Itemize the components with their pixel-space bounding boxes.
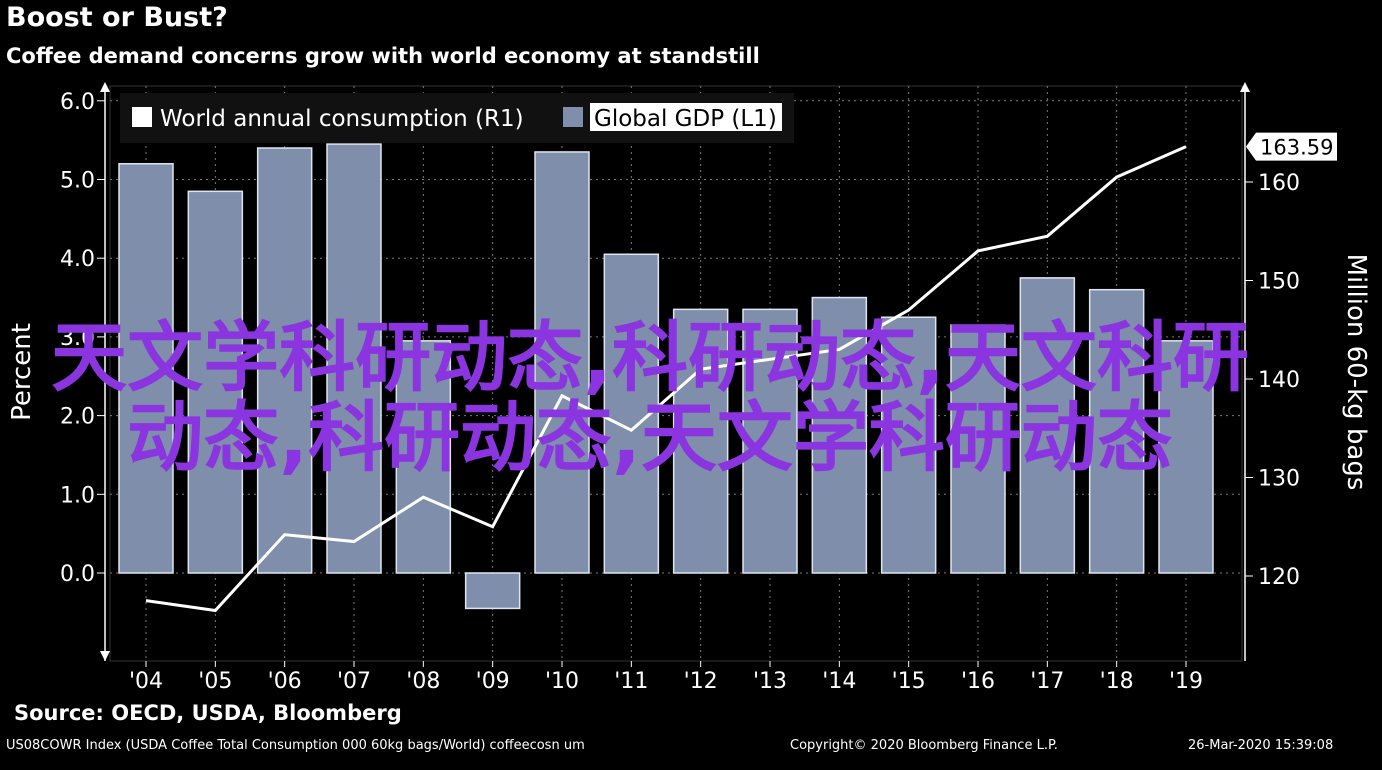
- legend-swatch-consumption: [132, 107, 152, 127]
- left-axis-arrow-top: [100, 82, 110, 92]
- left-tick-label: 0.0: [60, 562, 95, 587]
- gdp-bar: [326, 143, 382, 574]
- x-tick-label: '10: [545, 669, 579, 694]
- line-series: [145, 145, 1187, 613]
- timestamp: 26-Mar-2020 15:39:08: [1188, 738, 1334, 753]
- x-tick-label: '18: [1100, 669, 1134, 694]
- x-tick-label: '15: [892, 669, 926, 694]
- right-tick-label: 130: [1258, 467, 1300, 492]
- source-note: Source: OECD, USDA, Bloomberg: [14, 701, 402, 725]
- x-tick-label: '05: [198, 669, 232, 694]
- legend-label-gdp: Global GDP (L1): [594, 106, 777, 132]
- left-tick-label: 6.0: [60, 90, 95, 115]
- x-tick-label: '11: [614, 669, 648, 694]
- chart-subtitle: Coffee demand concerns grow with world e…: [6, 44, 760, 68]
- gdp-bar: [534, 151, 590, 574]
- right-tick-label: 140: [1258, 368, 1300, 393]
- x-tick-label: '12: [684, 669, 718, 694]
- legend-swatch-gdp: [563, 107, 583, 127]
- last-value-callout: [1246, 132, 1337, 161]
- gdp-bar: [811, 296, 868, 574]
- x-tick-label: '04: [129, 669, 163, 694]
- bar-series: [118, 143, 1214, 610]
- right-axis-arrow-top: [1240, 82, 1250, 92]
- axes: 6.0 5.0 4.0 3.0 2.0 1.0 0.0 Percent 160 150 140 130…: [7, 82, 1371, 694]
- gdp-bar: [1158, 340, 1214, 574]
- legend-highlight-gdp: [590, 103, 782, 131]
- x-tick-label: '14: [822, 669, 856, 694]
- left-tick-label: 5.0: [60, 169, 95, 194]
- last-value-label: 163.59: [1260, 136, 1333, 160]
- gdp-bar: [742, 308, 798, 574]
- watermark-overlay: 天文学科研动态,科研动态,天文科研动态,科研动态,天文学科研动态: [51, 313, 1249, 482]
- x-tick-label: '17: [1030, 669, 1064, 694]
- legend: World annual consumption (R1) Global GDP …: [120, 93, 794, 143]
- gdp-bar: [256, 147, 313, 574]
- x-tick-label: '08: [406, 669, 440, 694]
- x-tick-label: '16: [961, 669, 995, 694]
- legend-label-consumption: World annual consumption (R1): [160, 106, 524, 132]
- x-tick-label: '07: [337, 669, 371, 694]
- gdp-bar: [1019, 277, 1076, 574]
- copyright-note: Copyright© 2020 Bloomberg Finance L.P.: [790, 738, 1058, 753]
- right-tick-label: 150: [1258, 270, 1300, 295]
- x-tick-label: '13: [753, 669, 787, 694]
- left-axis-arrow-bottom: [100, 651, 110, 661]
- x-tick-label: '19: [1169, 669, 1203, 694]
- gdp-bar: [880, 316, 937, 574]
- gdp-bar: [1088, 288, 1145, 574]
- gdp-bar: [950, 324, 1006, 574]
- gdp-bar: [395, 340, 452, 574]
- chart-canvas: 6.0 5.0 4.0 3.0 2.0 1.0 0.0 Percent 160 150 140 130…: [7, 82, 1371, 694]
- left-tick-label: 4.0: [60, 247, 95, 272]
- left-tick-label: 1.0: [60, 483, 95, 508]
- gdp-bar: [187, 190, 244, 574]
- index-note: US08COWR Index (USDA Coffee Total Consum…: [6, 738, 585, 753]
- right-tick-label: 160: [1258, 171, 1300, 196]
- left-tick-label: 3.0: [60, 326, 95, 351]
- right-axis-title: Million 60-kg bags: [1341, 254, 1371, 491]
- left-axis-title: Percent: [7, 323, 37, 421]
- right-tick-label: 120: [1258, 565, 1300, 590]
- chart-title: Boost or Bust?: [6, 2, 228, 33]
- consumption-line: [145, 145, 1187, 613]
- gdp-bar: [464, 572, 521, 610]
- gdp-bar: [118, 163, 174, 574]
- left-tick-label: 2.0: [60, 405, 95, 430]
- x-tick-label: '09: [476, 669, 510, 694]
- x-tick-label: '06: [268, 669, 302, 694]
- gdp-bar: [672, 308, 729, 574]
